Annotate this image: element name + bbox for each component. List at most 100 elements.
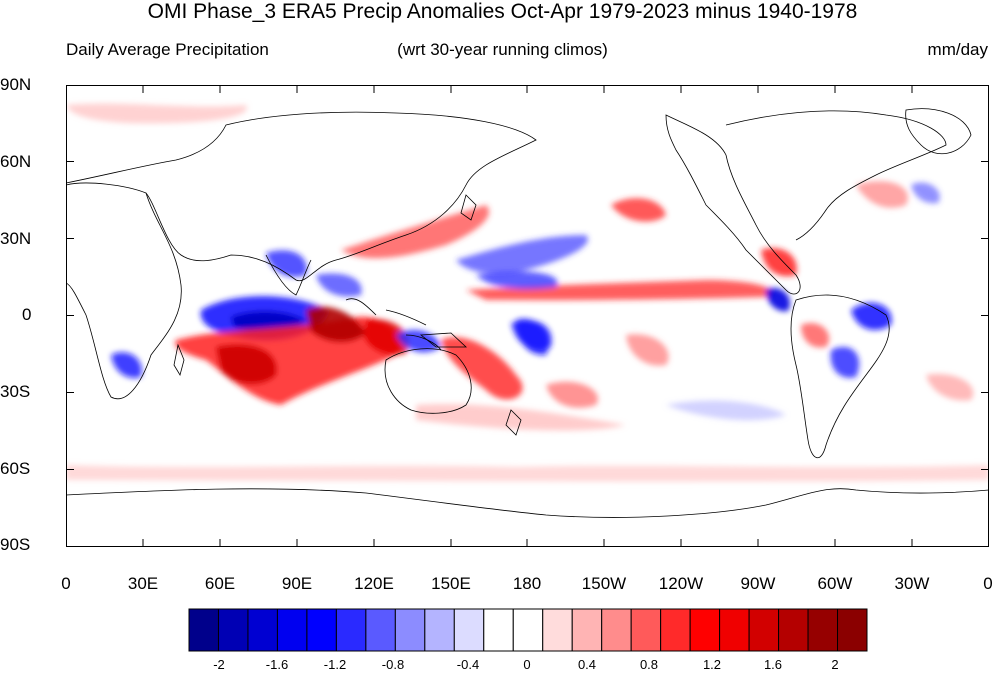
anomaly-blob <box>416 404 626 431</box>
lon-label-120e: 120E <box>354 574 394 593</box>
anomaly-blob <box>626 334 669 366</box>
anomaly-blob <box>66 465 989 482</box>
coastline-south-america <box>790 294 890 458</box>
anomaly-blob <box>611 198 666 222</box>
colorbar-cell <box>424 608 455 652</box>
anomaly-blob <box>801 323 830 348</box>
colorbar-label: 0.4 <box>577 657 597 672</box>
colorbar-cell <box>394 608 426 652</box>
anomaly-blob <box>466 280 774 301</box>
lat-label-eq: 0 <box>22 305 32 324</box>
reference-label: (wrt 30-year running climos) <box>397 40 608 59</box>
colorbar-cell <box>306 608 337 652</box>
lat-label-90n: 90N <box>0 75 32 94</box>
coastline-greenland <box>905 108 972 154</box>
colorbar-cell <box>453 608 485 652</box>
colorbar-label: 0 <box>523 657 531 672</box>
anomaly-blob <box>216 344 277 385</box>
lon-label-90w: 90W <box>740 574 776 593</box>
anomaly-blob <box>316 273 362 297</box>
lon-label-150w: 150W <box>581 574 627 593</box>
lon-label-30e: 30E <box>127 574 159 593</box>
map-ticks <box>66 85 989 547</box>
lat-label-60n: 60N <box>0 152 32 171</box>
colorbar-label: -2 <box>213 657 225 672</box>
colorbar-cell <box>542 608 573 652</box>
coastlines <box>66 108 989 518</box>
colorbar-cell <box>837 608 868 652</box>
map-title: OMI Phase_3 ERA5 Precip Anomalies Oct-Ap… <box>147 0 858 23</box>
lon-label-0-right: 0 <box>983 574 993 593</box>
anomaly-blob <box>911 182 940 204</box>
lon-label-180: 180 <box>512 574 542 593</box>
colorbar-cell <box>778 608 809 652</box>
colorbar-label: -1.6 <box>265 657 289 672</box>
colorbar-cells <box>188 608 868 652</box>
precip-anomaly-map <box>66 85 989 547</box>
coastline-india <box>265 254 312 296</box>
colorbar-cell <box>719 608 750 652</box>
colorbar-cell <box>571 608 603 652</box>
anomaly-blob <box>476 271 558 290</box>
anomaly-blob <box>830 346 860 378</box>
colorbar-cell <box>188 608 219 652</box>
colorbar-cell <box>660 608 691 652</box>
anomaly-blob <box>441 337 523 400</box>
coastline-antarctica <box>66 488 989 518</box>
anomaly-blob <box>306 306 366 342</box>
anomaly-blob <box>266 250 307 277</box>
anomaly-blob <box>761 247 797 277</box>
colorbar-cell <box>247 608 278 652</box>
anomaly-blob <box>666 400 786 421</box>
colorbar-cell <box>748 608 780 652</box>
coastline-new-guinea <box>419 332 468 348</box>
anomaly-blob <box>766 287 790 312</box>
lon-label-60e: 60E <box>204 574 236 593</box>
colorbar-cell <box>689 608 721 652</box>
lat-label-30s: 30S <box>0 382 31 401</box>
anomaly-blob <box>546 381 598 408</box>
colorbar-label: 0.8 <box>639 657 659 672</box>
colorbar-cell <box>365 608 396 652</box>
lon-label-60w: 60W <box>817 574 853 593</box>
colorbar-label: 1.2 <box>702 657 722 672</box>
colorbar-cell <box>512 608 544 652</box>
anomaly-blob <box>364 319 409 355</box>
colorbar-cell <box>807 608 839 652</box>
lon-label-0: 0 <box>61 574 71 593</box>
colorbar-cell <box>630 608 662 652</box>
variable-label: Daily Average Precipitation <box>66 40 269 59</box>
coastline-eurasia <box>66 111 537 282</box>
coastline-japan <box>460 194 477 221</box>
colorbar-label: 1.6 <box>763 657 783 672</box>
colorbar-cell <box>335 608 367 652</box>
colorbar-cell <box>276 608 308 652</box>
anomaly-blob <box>516 318 549 356</box>
anomaly-blob <box>231 311 306 331</box>
colorbar-label: -0.8 <box>381 657 405 672</box>
colorbar-cell <box>483 608 514 652</box>
coastline-africa <box>66 182 182 400</box>
colorbar-label: -0.4 <box>456 657 480 672</box>
coastline-new-zealand <box>505 409 522 436</box>
lat-label-60s: 60S <box>0 459 31 478</box>
colorbar-cell <box>601 608 632 652</box>
anomaly-field <box>66 103 989 482</box>
coastline-north-america <box>665 110 947 295</box>
anomaly-blob <box>396 329 441 353</box>
lat-label-30n: 30N <box>0 229 32 248</box>
anomaly-blob <box>456 235 588 274</box>
anomaly-blob <box>856 181 908 208</box>
coastline-australia <box>384 348 472 414</box>
colorbar-label: 2 <box>831 657 839 672</box>
lat-label-90s: 90S <box>0 535 31 554</box>
anomaly-blob <box>66 103 247 124</box>
colorbar-cell <box>217 608 249 652</box>
lon-label-150e: 150E <box>431 574 471 593</box>
anomaly-blob <box>926 374 974 401</box>
anomaly-blob <box>111 352 142 379</box>
lon-label-120w: 120W <box>658 574 704 593</box>
anomaly-blob <box>851 302 892 330</box>
colorbar <box>188 608 868 652</box>
coastline-madagascar <box>173 343 185 377</box>
